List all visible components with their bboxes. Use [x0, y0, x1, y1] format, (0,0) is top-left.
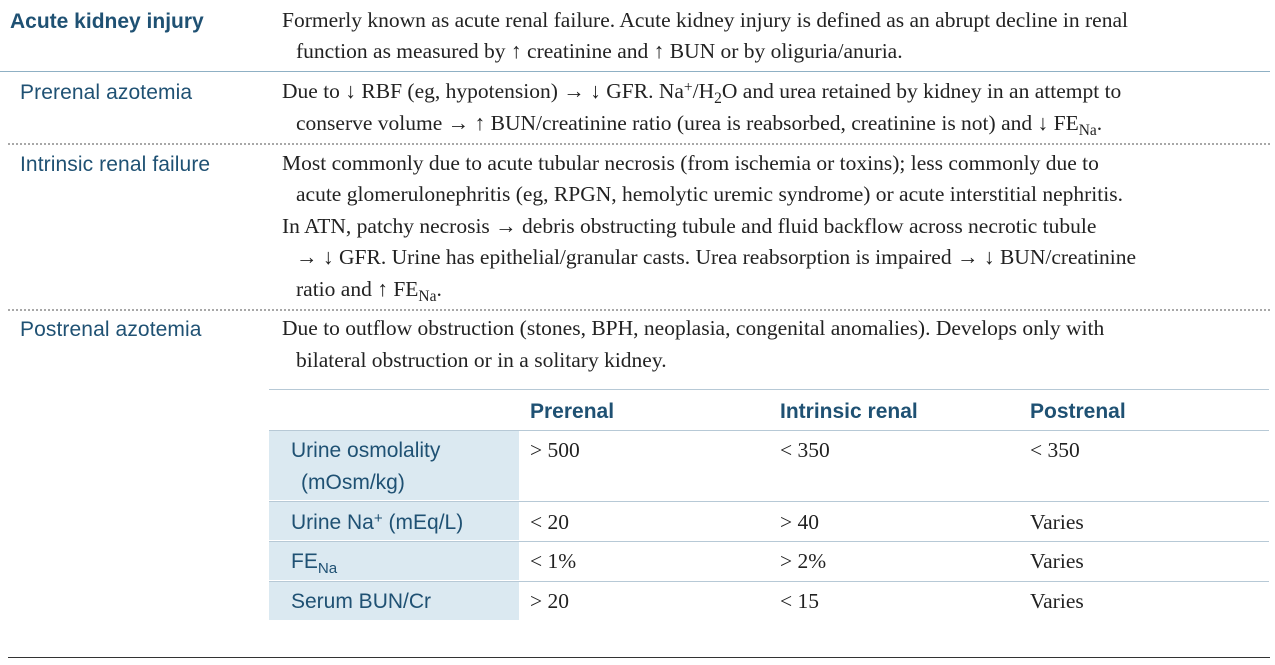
term-acute-kidney-injury: Acute kidney injury: [10, 10, 204, 33]
table-cell: < 350: [780, 438, 830, 462]
aki-line-2: function as measured by ↑ creatinine and…: [296, 39, 903, 63]
row-divider: [269, 501, 1269, 502]
row-label-urine-na: Urine Na+ (mEq/L): [291, 509, 464, 534]
row-label-bg: [269, 502, 519, 540]
col-header-intrinsic-renal: Intrinsic renal: [780, 400, 918, 423]
table-cell: < 350: [1030, 438, 1080, 462]
table-cell: Varies: [1030, 510, 1084, 534]
intrinsic-line-1: Most commonly due to acute tubular necro…: [282, 151, 1099, 175]
term-intrinsic-renal-failure: Intrinsic renal failure: [20, 153, 211, 176]
row-label-bg: [269, 542, 519, 580]
intrinsic-line-2: acute glomerulonephritis (eg, RPGN, hemo…: [296, 182, 1123, 206]
row-label-bg: [269, 430, 519, 500]
table-cell: > 20: [530, 589, 570, 613]
col-header-prerenal: Prerenal: [530, 400, 615, 423]
row-divider: [269, 430, 1269, 431]
row-label-bg: [269, 582, 519, 620]
row-divider: [269, 541, 1269, 542]
section-divider: [8, 309, 1270, 311]
aki-line-1: Formerly known as acute renal failure. A…: [282, 8, 1128, 32]
row-label-urine-osmolality-unit: (mOsm/kg): [301, 471, 405, 494]
intrinsic-line-5: ratio and ↑ FENa.: [296, 277, 442, 305]
prerenal-line-2: conserve volume → ↑ BUN/creatinine ratio…: [296, 111, 1103, 139]
table-cell: Varies: [1030, 589, 1084, 613]
section-divider: [0, 71, 1270, 72]
postrenal-line-1: Due to outflow obstruction (stones, BPH,…: [282, 316, 1105, 340]
table-cell: > 500: [530, 438, 580, 462]
table-cell: < 1%: [530, 549, 577, 573]
section-divider: [8, 143, 1270, 145]
table-cell: < 15: [780, 589, 820, 613]
postrenal-line-2: bilateral obstruction or in a solitary k…: [296, 348, 667, 372]
row-label-serum-bun-cr: Serum BUN/Cr: [291, 590, 432, 613]
term-postrenal-azotemia: Postrenal azotemia: [20, 318, 202, 341]
page-bottom-rule: [8, 657, 1270, 658]
row-label-fena: FENa: [291, 550, 338, 577]
intrinsic-line-3: In ATN, patchy necrosis → debris obstruc…: [282, 214, 1097, 238]
col-header-postrenal: Postrenal: [1030, 400, 1126, 423]
table-top-rule: [269, 389, 1269, 390]
table-cell: < 20: [530, 510, 570, 534]
row-divider: [269, 581, 1269, 582]
prerenal-line-1: Due to ↓ RBF (eg, hypotension) → ↓ GFR. …: [282, 78, 1122, 107]
table-cell: > 40: [780, 510, 820, 534]
term-prerenal-azotemia: Prerenal azotemia: [20, 81, 193, 104]
table-cell: Varies: [1030, 549, 1084, 573]
table-cell: > 2%: [780, 549, 827, 573]
row-label-urine-osmolality: Urine osmolality: [291, 439, 441, 462]
intrinsic-line-4: → ↓ GFR. Urine has epithelial/granular c…: [296, 245, 1137, 269]
